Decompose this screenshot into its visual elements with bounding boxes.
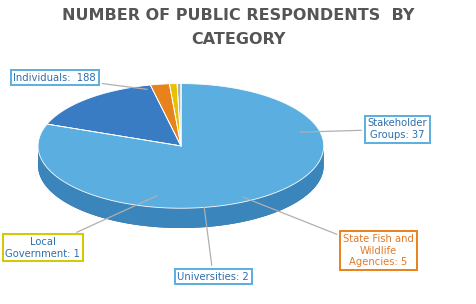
- Polygon shape: [47, 85, 181, 146]
- Polygon shape: [150, 84, 181, 146]
- Text: Universities: 2: Universities: 2: [178, 206, 249, 282]
- Text: Stakeholder
Groups: 37: Stakeholder Groups: 37: [300, 118, 427, 140]
- Polygon shape: [169, 84, 181, 146]
- Polygon shape: [177, 84, 181, 146]
- Polygon shape: [38, 146, 324, 228]
- Text: Local
Government: 1: Local Government: 1: [5, 196, 157, 259]
- Polygon shape: [38, 84, 324, 208]
- Text: Individuals:  188: Individuals: 188: [13, 73, 147, 89]
- Text: NUMBER OF PUBLIC RESPONDENTS  BY: NUMBER OF PUBLIC RESPONDENTS BY: [62, 8, 414, 22]
- Text: CATEGORY: CATEGORY: [191, 32, 285, 47]
- Polygon shape: [38, 146, 324, 228]
- Text: State Fish and
Wildlife
Agencies: 5: State Fish and Wildlife Agencies: 5: [243, 197, 414, 268]
